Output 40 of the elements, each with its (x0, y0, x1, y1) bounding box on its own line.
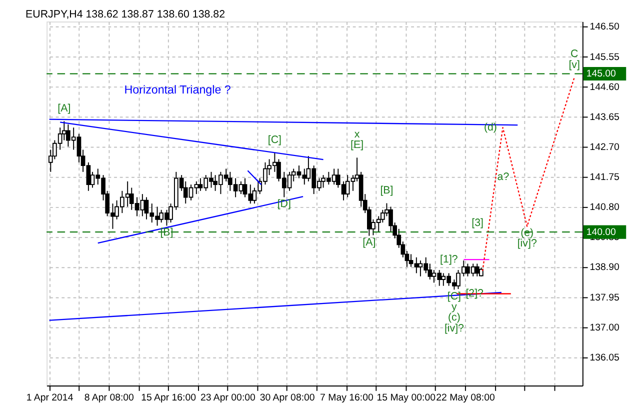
x-tick-label: 1 Apr 2014 (26, 392, 74, 404)
y-tick-label: 142.70 (590, 142, 620, 153)
y-tick-label: 137.00 (590, 322, 620, 334)
y-tick-label: 145.55 (590, 52, 620, 63)
y-tick-label: 136.05 (590, 352, 620, 364)
x-tick-label: 22 May 08:00 (436, 392, 496, 404)
x-tick-label: 23 Apr 00:00 (200, 392, 256, 404)
annotation: a? (497, 170, 510, 183)
ref-line-label: 140.00 (586, 226, 617, 238)
x-tick-label: 30 Apr 08:00 (260, 392, 316, 404)
annotation: [B] (380, 184, 394, 197)
chart-title: EURJPY,H4 138.62 138.87 138.60 138.82 (26, 8, 226, 21)
annotation: [3] (472, 217, 484, 230)
annotation: [D] (277, 198, 291, 210)
y-tick-label: 144.60 (590, 82, 620, 93)
x-tick-label: 7 May 16:00 (320, 392, 374, 404)
annotation: (c) (448, 312, 460, 324)
annotation: Horizontal Triangle ? (124, 83, 232, 96)
annotation: C (570, 48, 578, 60)
x-tick-label: 15 May 00:00 (376, 392, 436, 404)
annotation: [1]? (440, 253, 458, 266)
x-tick-label: 15 Apr 16:00 (141, 392, 197, 404)
y-tick-label: 143.65 (590, 112, 620, 123)
x-tick-label: 8 Apr 08:00 (84, 392, 135, 404)
ref-line-label: 145.00 (586, 68, 617, 80)
y-tick-label: 140.80 (590, 202, 620, 214)
y-tick-label: 146.50 (590, 22, 620, 33)
y-tick-label: 138.90 (590, 262, 620, 274)
annotation: [iv]? (517, 238, 537, 250)
annotation: [v] (568, 58, 580, 71)
annotation: y (452, 301, 458, 314)
y-tick-label: 141.75 (590, 172, 620, 184)
y-tick-label: 137.95 (590, 292, 620, 304)
annotation: [B] (160, 226, 174, 238)
annotation: [iv]? (444, 322, 464, 334)
annotation: [A] (58, 102, 71, 115)
annotation: x (354, 128, 360, 140)
annotation: [C] (268, 134, 282, 146)
annotation: [A] (362, 236, 376, 249)
annotation: [E] (350, 138, 364, 151)
